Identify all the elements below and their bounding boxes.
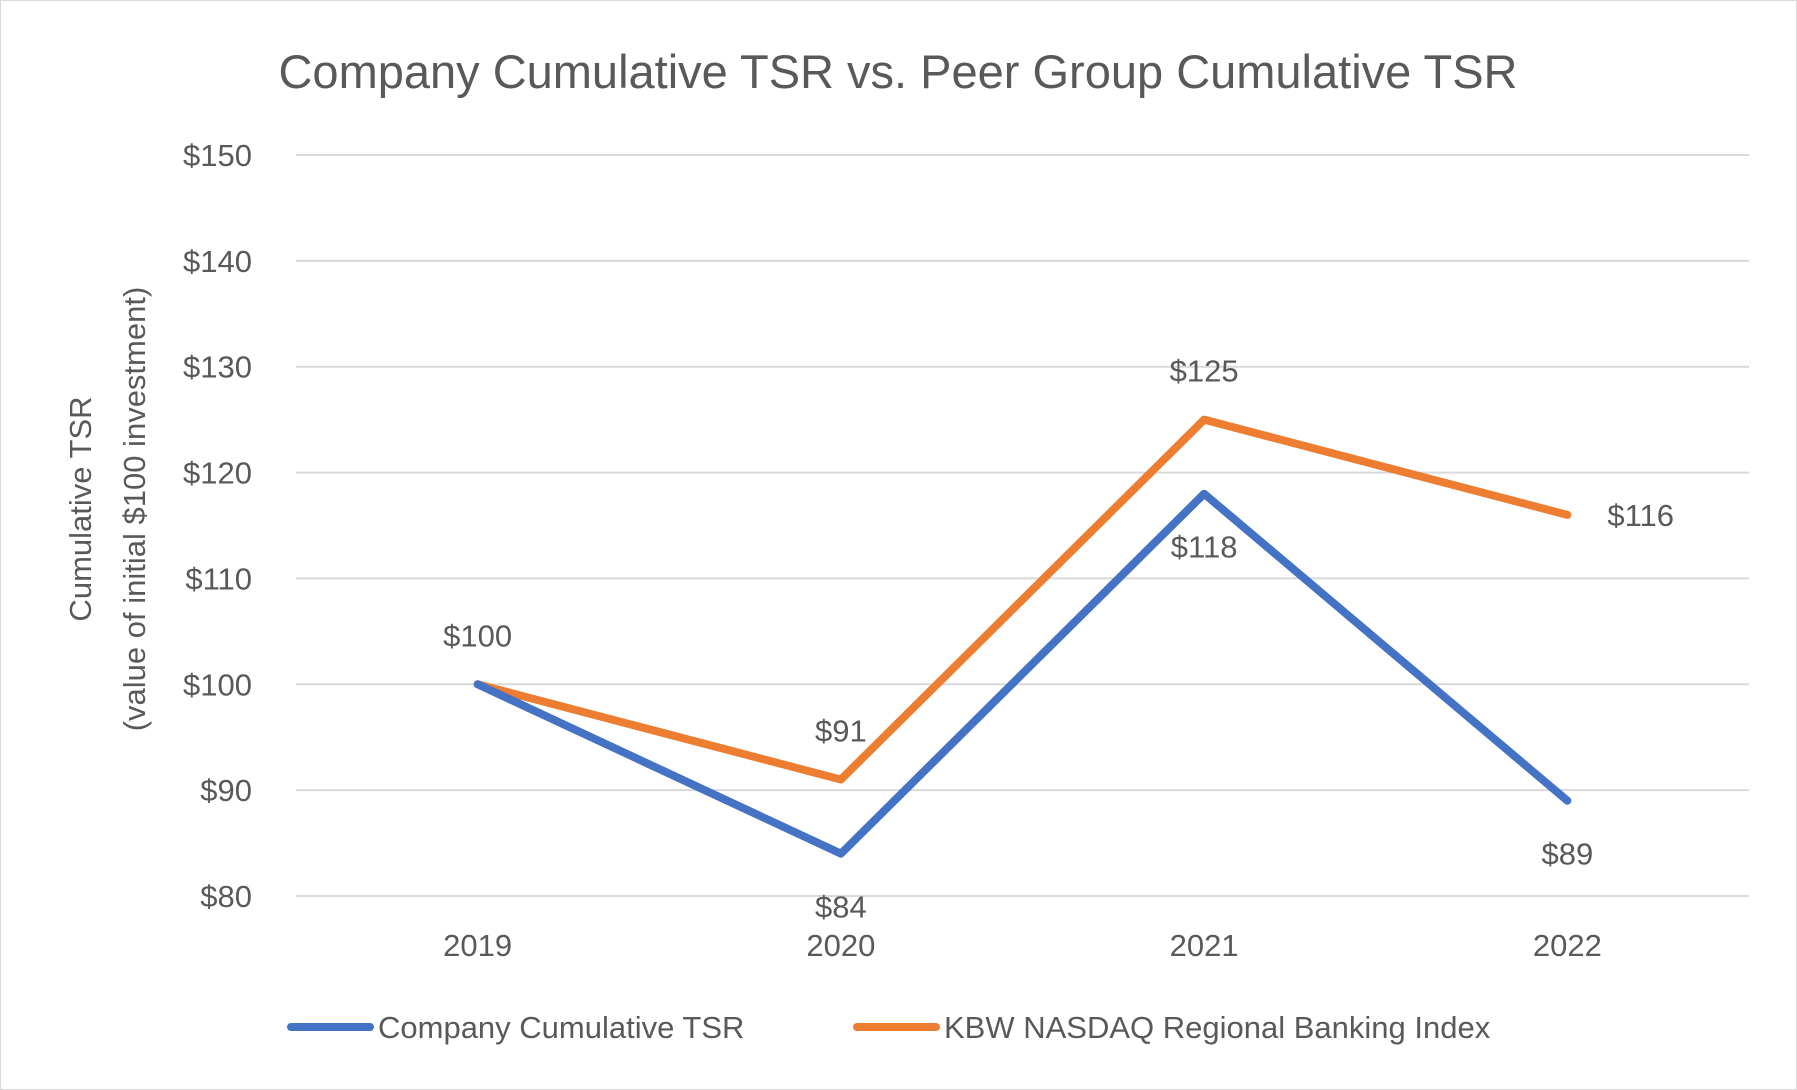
series-line-0 <box>473 489 1572 858</box>
x-tick-label: 2021 <box>1170 928 1239 963</box>
legend-label-0: Company Cumulative TSR <box>378 1010 744 1045</box>
legend: Company Cumulative TSR KBW NASDAQ Regiona… <box>287 1010 1491 1045</box>
x-tick-label: 2019 <box>443 928 512 963</box>
chart-title: Company Cumulative TSR vs. Peer Group Cu… <box>278 45 1517 98</box>
y-tick-label: $130 <box>183 350 252 385</box>
y-axis-label: Cumulative TSR (value of initial $100 in… <box>63 287 152 732</box>
y-tick-label: $120 <box>183 456 252 491</box>
x-tick-label: 2022 <box>1533 928 1602 963</box>
data-labels: $84 $118 $89 $100 $91 $125 $116 <box>443 354 1674 925</box>
y-axis-label-line-1: Cumulative TSR <box>63 396 98 621</box>
data-label: $118 <box>1171 530 1238 565</box>
data-label: $91 <box>815 714 867 749</box>
y-tick-label: $140 <box>183 244 252 279</box>
legend-label-1: KBW NASDAQ Regional Banking Index <box>944 1010 1491 1045</box>
y-axis-label-line-2: (value of initial $100 investment) <box>117 287 152 732</box>
gridlines <box>296 154 1749 897</box>
y-tick-label: $90 <box>200 773 252 808</box>
data-label: $116 <box>1607 498 1674 533</box>
y-tick-label: $80 <box>200 879 252 914</box>
y-tick-label: $110 <box>185 561 252 596</box>
series-line-1 <box>473 415 1572 784</box>
x-axis-ticks: 2019 2020 2021 2022 <box>443 928 1602 963</box>
x-tick-label: 2020 <box>806 928 875 963</box>
y-tick-label: $100 <box>183 667 252 702</box>
y-axis-ticks: $80 $90 $100 $110 $120 $130 $140 $150 <box>183 138 252 914</box>
data-label: $125 <box>1170 354 1239 389</box>
y-tick-label: $150 <box>183 138 252 173</box>
series-lines <box>473 415 1572 858</box>
data-label: $100 <box>443 618 512 653</box>
data-label: $84 <box>815 890 867 925</box>
data-label: $89 <box>1542 837 1594 872</box>
